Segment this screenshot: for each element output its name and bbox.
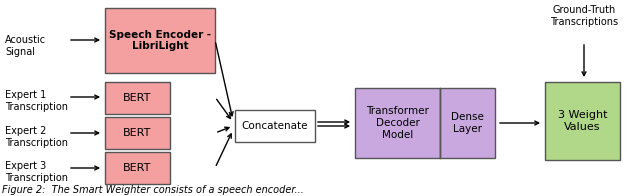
FancyBboxPatch shape <box>440 88 495 158</box>
FancyBboxPatch shape <box>105 152 170 184</box>
Text: Expert 1
Transcription: Expert 1 Transcription <box>5 90 68 112</box>
Text: 3 Weight
Values: 3 Weight Values <box>558 110 607 132</box>
FancyBboxPatch shape <box>105 82 170 114</box>
Text: Dense
Layer: Dense Layer <box>451 112 484 134</box>
Text: Concatenate: Concatenate <box>242 121 308 131</box>
Text: Expert 2
Transcription: Expert 2 Transcription <box>5 126 68 148</box>
FancyBboxPatch shape <box>545 82 620 160</box>
Text: Figure 2:  The Smart Weighter consists of a speech encoder...: Figure 2: The Smart Weighter consists of… <box>2 185 304 195</box>
Text: Expert 3
Transcription: Expert 3 Transcription <box>5 161 68 183</box>
FancyBboxPatch shape <box>105 117 170 149</box>
Text: Ground-Truth
Transcriptions: Ground-Truth Transcriptions <box>550 5 618 27</box>
Text: Transformer
Decoder
Model: Transformer Decoder Model <box>366 106 429 140</box>
Text: Acoustic
Signal: Acoustic Signal <box>5 35 46 57</box>
FancyBboxPatch shape <box>105 8 215 73</box>
Text: BERT: BERT <box>123 93 152 103</box>
FancyBboxPatch shape <box>235 110 315 142</box>
Text: BERT: BERT <box>123 128 152 138</box>
FancyBboxPatch shape <box>355 88 440 158</box>
Text: BERT: BERT <box>123 163 152 173</box>
Text: Speech Encoder -
LibriLight: Speech Encoder - LibriLight <box>109 30 211 51</box>
